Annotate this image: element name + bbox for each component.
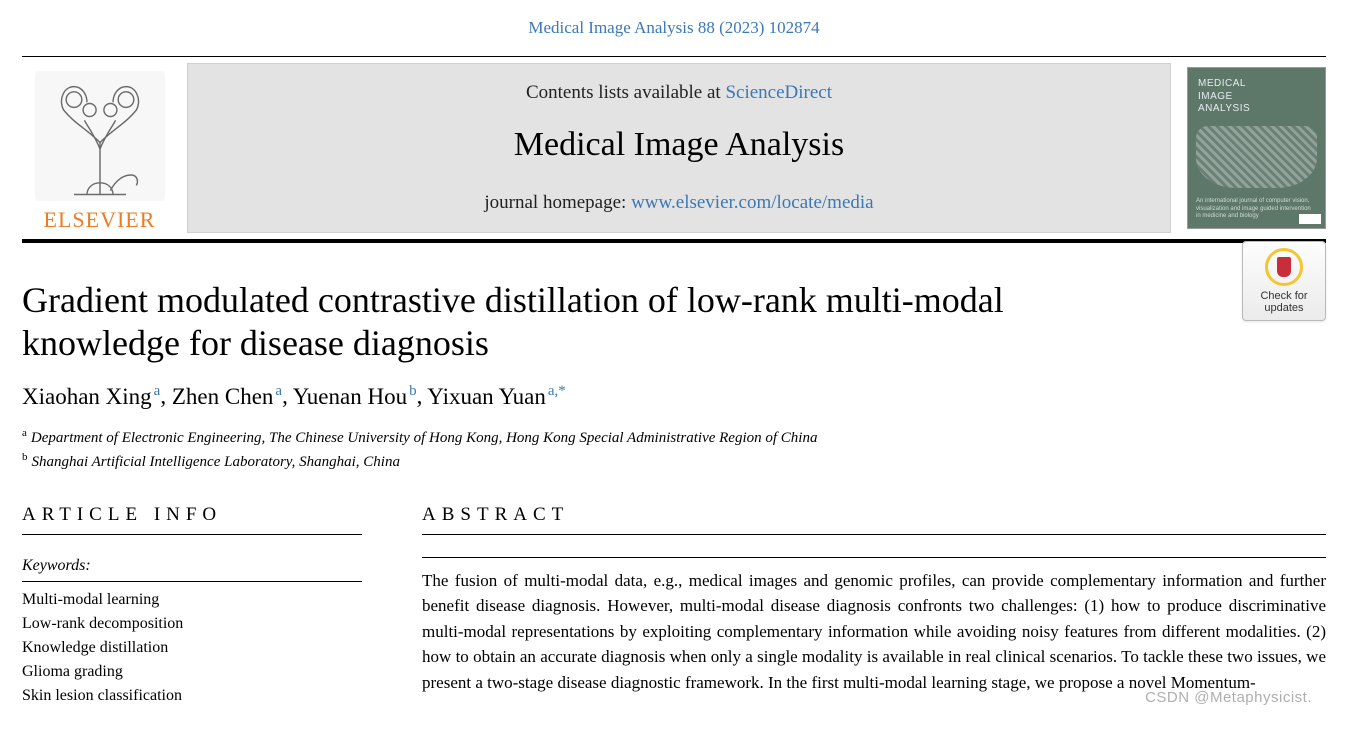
keywords-list: Multi-modal learning Low-rank decomposit… [22, 588, 362, 708]
sciencedirect-link[interactable]: ScienceDirect [725, 82, 832, 103]
author-affil-sup: a [275, 383, 282, 399]
title-block: Check forupdates Gradient modulated cont… [22, 279, 1326, 474]
journal-panel: Contents lists available at ScienceDirec… [187, 63, 1171, 233]
journal-cover: MEDICAL IMAGE ANALYSIS An international … [1187, 67, 1326, 229]
thick-divider [22, 239, 1326, 243]
citation-line: Medical Image Analysis 88 (2023) 102874 [22, 18, 1326, 38]
author[interactable]: Zhen Chena [172, 384, 282, 409]
check-for-updates-badge[interactable]: Check forupdates [1242, 241, 1326, 321]
article-info-column: ARTICLE INFO Keywords: Multi-modal learn… [22, 504, 362, 708]
keywords-label: Keywords: [22, 557, 362, 582]
body-columns: ARTICLE INFO Keywords: Multi-modal learn… [22, 504, 1326, 708]
cover-title: MEDICAL IMAGE ANALYSIS [1188, 68, 1325, 116]
watermark-text: CSDN @Metaphysicist. [1145, 689, 1312, 706]
check-updates-text: Check forupdates [1260, 290, 1307, 314]
keyword: Low-rank decomposition [22, 612, 362, 636]
keyword: Glioma grading [22, 660, 362, 684]
homepage-line: journal homepage: www.elsevier.com/locat… [484, 192, 873, 214]
contents-prefix: Contents lists available at [526, 82, 725, 103]
author[interactable]: Yuenan Houb [293, 384, 417, 409]
keyword: Knowledge distillation [22, 636, 362, 660]
top-divider [22, 56, 1326, 57]
journal-cover-thumb[interactable]: MEDICAL IMAGE ANALYSIS An international … [1181, 63, 1326, 233]
contents-line: Contents lists available at ScienceDirec… [526, 82, 832, 104]
homepage-link[interactable]: www.elsevier.com/locate/media [631, 192, 874, 213]
author[interactable]: Xiaohan Xinga [22, 384, 160, 409]
article-title: Gradient modulated contrastive distillat… [22, 279, 1156, 365]
elsevier-brand-text: ELSEVIER [44, 207, 156, 233]
authors-line: Xiaohan Xinga, Zhen Chena, Yuenan Houb, … [22, 383, 1156, 410]
elsevier-logo[interactable]: ELSEVIER [22, 63, 177, 233]
crossmark-icon [1265, 248, 1303, 286]
abstract-column: ABSTRACT The fusion of multi-modal data,… [422, 504, 1326, 708]
abstract-heading: ABSTRACT [422, 504, 1326, 535]
affiliation: bShanghai Artificial Intelligence Labora… [22, 450, 1156, 474]
elsevier-tree-icon [35, 71, 165, 201]
article-info-heading: ARTICLE INFO [22, 504, 362, 535]
author-affil-sup: a,* [548, 383, 566, 399]
author-affil-sup: a [154, 383, 161, 399]
abstract-text: The fusion of multi-modal data, e.g., me… [422, 557, 1326, 696]
affiliation: aDepartment of Electronic Engineering, T… [22, 426, 1156, 450]
cover-brain-image [1196, 126, 1317, 188]
header-band: ELSEVIER Contents lists available at Sci… [22, 63, 1326, 233]
keyword: Skin lesion classification [22, 684, 362, 708]
affiliations: aDepartment of Electronic Engineering, T… [22, 426, 1156, 474]
homepage-prefix: journal homepage: [484, 192, 631, 213]
journal-name: Medical Image Analysis [514, 126, 844, 164]
author-affil-sup: b [409, 383, 417, 399]
author[interactable]: Yixuan Yuana,* [427, 384, 566, 409]
cover-corner-logo [1299, 214, 1321, 224]
keyword: Multi-modal learning [22, 588, 362, 612]
page: Medical Image Analysis 88 (2023) 102874 [22, 18, 1326, 708]
